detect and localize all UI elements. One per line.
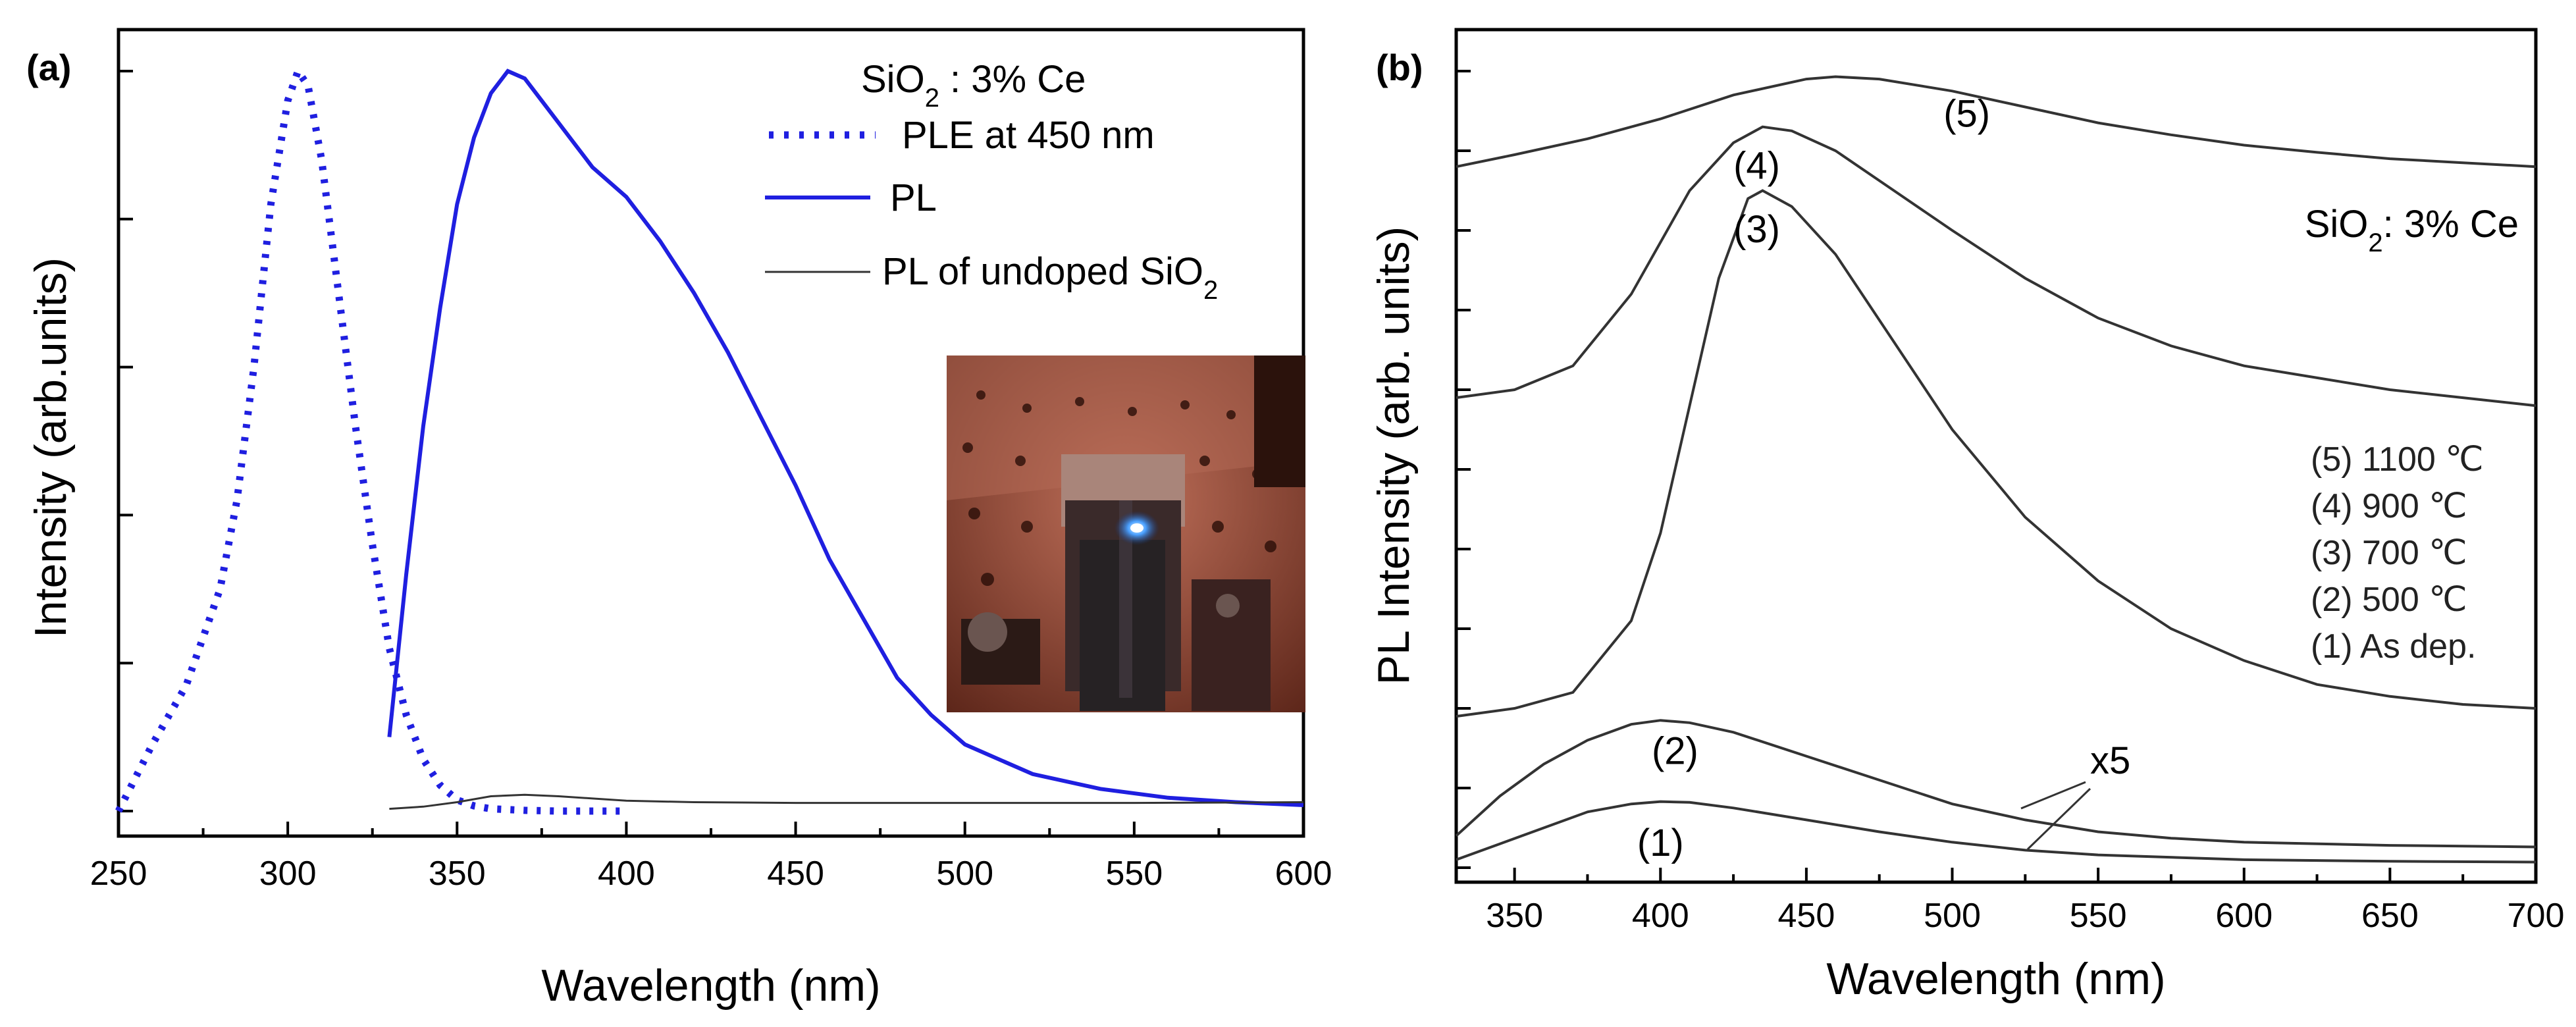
x5-annotation: x5: [2020, 739, 2130, 851]
series-1: [1456, 800, 2537, 864]
panel-a-x-tick-label: 600: [1275, 855, 1332, 893]
panel-a-legend-title: SiO2 : 3% Ce: [861, 58, 1086, 113]
curve-label-2: (2): [1652, 730, 1698, 773]
panel-b-label: (b): [1376, 47, 1423, 88]
panel-a-x-tick-label: 550: [1105, 855, 1163, 893]
panel-a-x-tick-label: 500: [936, 855, 993, 893]
panel-a-x-tick-label: 350: [429, 855, 486, 893]
panel-b-sample-title: SiO2: 3% Ce: [2305, 203, 2519, 257]
legend-label-pl: PL: [890, 176, 937, 219]
curve-label-5: (5): [1943, 93, 1990, 136]
legend-entry-4: (4) 900 ℃: [2311, 487, 2467, 525]
x5-label: x5: [2090, 739, 2130, 782]
panel-b-x-tick-label: 650: [2361, 897, 2419, 935]
panel-a-x-axis-label: Wavelength (nm): [541, 961, 880, 1011]
panel-a-x-tick-label: 400: [598, 855, 655, 893]
panel-a-x-tick-label: 450: [767, 855, 824, 893]
panel-a-x-tick-label: 300: [259, 855, 317, 893]
panel-a-x-tick-label: 250: [90, 855, 147, 893]
panel-b-x-tick-label: 600: [2215, 897, 2273, 935]
series-4: [1456, 125, 2537, 408]
curve-label-4: (4): [1733, 144, 1780, 187]
panel-a-y-axis-label: Intensity (arb.units): [26, 257, 76, 638]
panel-b-curve-labels: (5) (4) (3) (2) (1): [1637, 93, 1990, 864]
panel-b: (b) 350 400 450 500 550 600 650 700 Wavelength …: [1369, 28, 2564, 1004]
panel-b-x-tick-label: 350: [1486, 897, 1543, 935]
legend-entry-5: (5) 1100 ℃: [2311, 440, 2484, 479]
panel-a-y-ticks: [118, 70, 133, 812]
panel-a-legend: SiO2 : 3% Ce PLE at 450 nm PL PL of undo…: [765, 58, 1218, 305]
legend-entry-1: (1) As dep.: [2311, 627, 2476, 666]
panel-b-x-tick-label: 550: [2070, 897, 2127, 935]
panel-a: (a) 250 300 350 400 450 500 550 600 Wavelength …: [26, 28, 1332, 1011]
panel-b-y-axis-label: PL Intensity (arb. units): [1369, 226, 1419, 685]
panel-b-x-ticks: 350 400 450 500 550 600 650 700: [1486, 868, 2564, 935]
x5-pointer-upper: [2020, 781, 2086, 810]
panel-b-x-tick-label: 700: [2508, 897, 2565, 935]
legend-label-ple: PLE at 450 nm: [902, 114, 1155, 157]
inset-photo: [947, 356, 1305, 712]
panel-b-axes-frame: [1454, 28, 2538, 884]
legend-entry-3: (3) 700 ℃: [2311, 534, 2467, 572]
series-2: [1455, 719, 2537, 849]
series-pl: [387, 68, 1304, 807]
curve-label-3: (3): [1733, 208, 1780, 251]
x5-pointer-lower: [2026, 787, 2091, 851]
panel-b-x-tick-label: 400: [1632, 897, 1689, 935]
panel-b-x-axis-label: Wavelength (nm): [1826, 954, 2165, 1004]
panel-b-y-ticks: [1456, 70, 1471, 869]
panel-b-x-tick-label: 500: [1924, 897, 1981, 935]
legend-label-undoped: PL of undoped SiO2: [882, 250, 1218, 305]
series-3: [1456, 189, 2537, 718]
legend-entry-2: (2) 500 ℃: [2311, 581, 2467, 619]
panel-a-x-ticks: 250 300 350 400 450 500 550 600: [90, 822, 1332, 893]
panel-a-curves: [115, 63, 1304, 815]
panel-b-curves: [1455, 75, 2537, 864]
series-5: [1456, 75, 2537, 169]
curve-label-1: (1): [1637, 822, 1684, 864]
series-pl-undoped: [389, 793, 1304, 810]
panel-b-x-tick-label: 450: [1778, 897, 1835, 935]
panel-b-legend: (5) 1100 ℃ (4) 900 ℃ (3) 700 ℃ (2) 500 ℃…: [2311, 440, 2484, 666]
panel-a-label: (a): [26, 47, 71, 88]
series-ple-at-450nm: [115, 63, 627, 815]
